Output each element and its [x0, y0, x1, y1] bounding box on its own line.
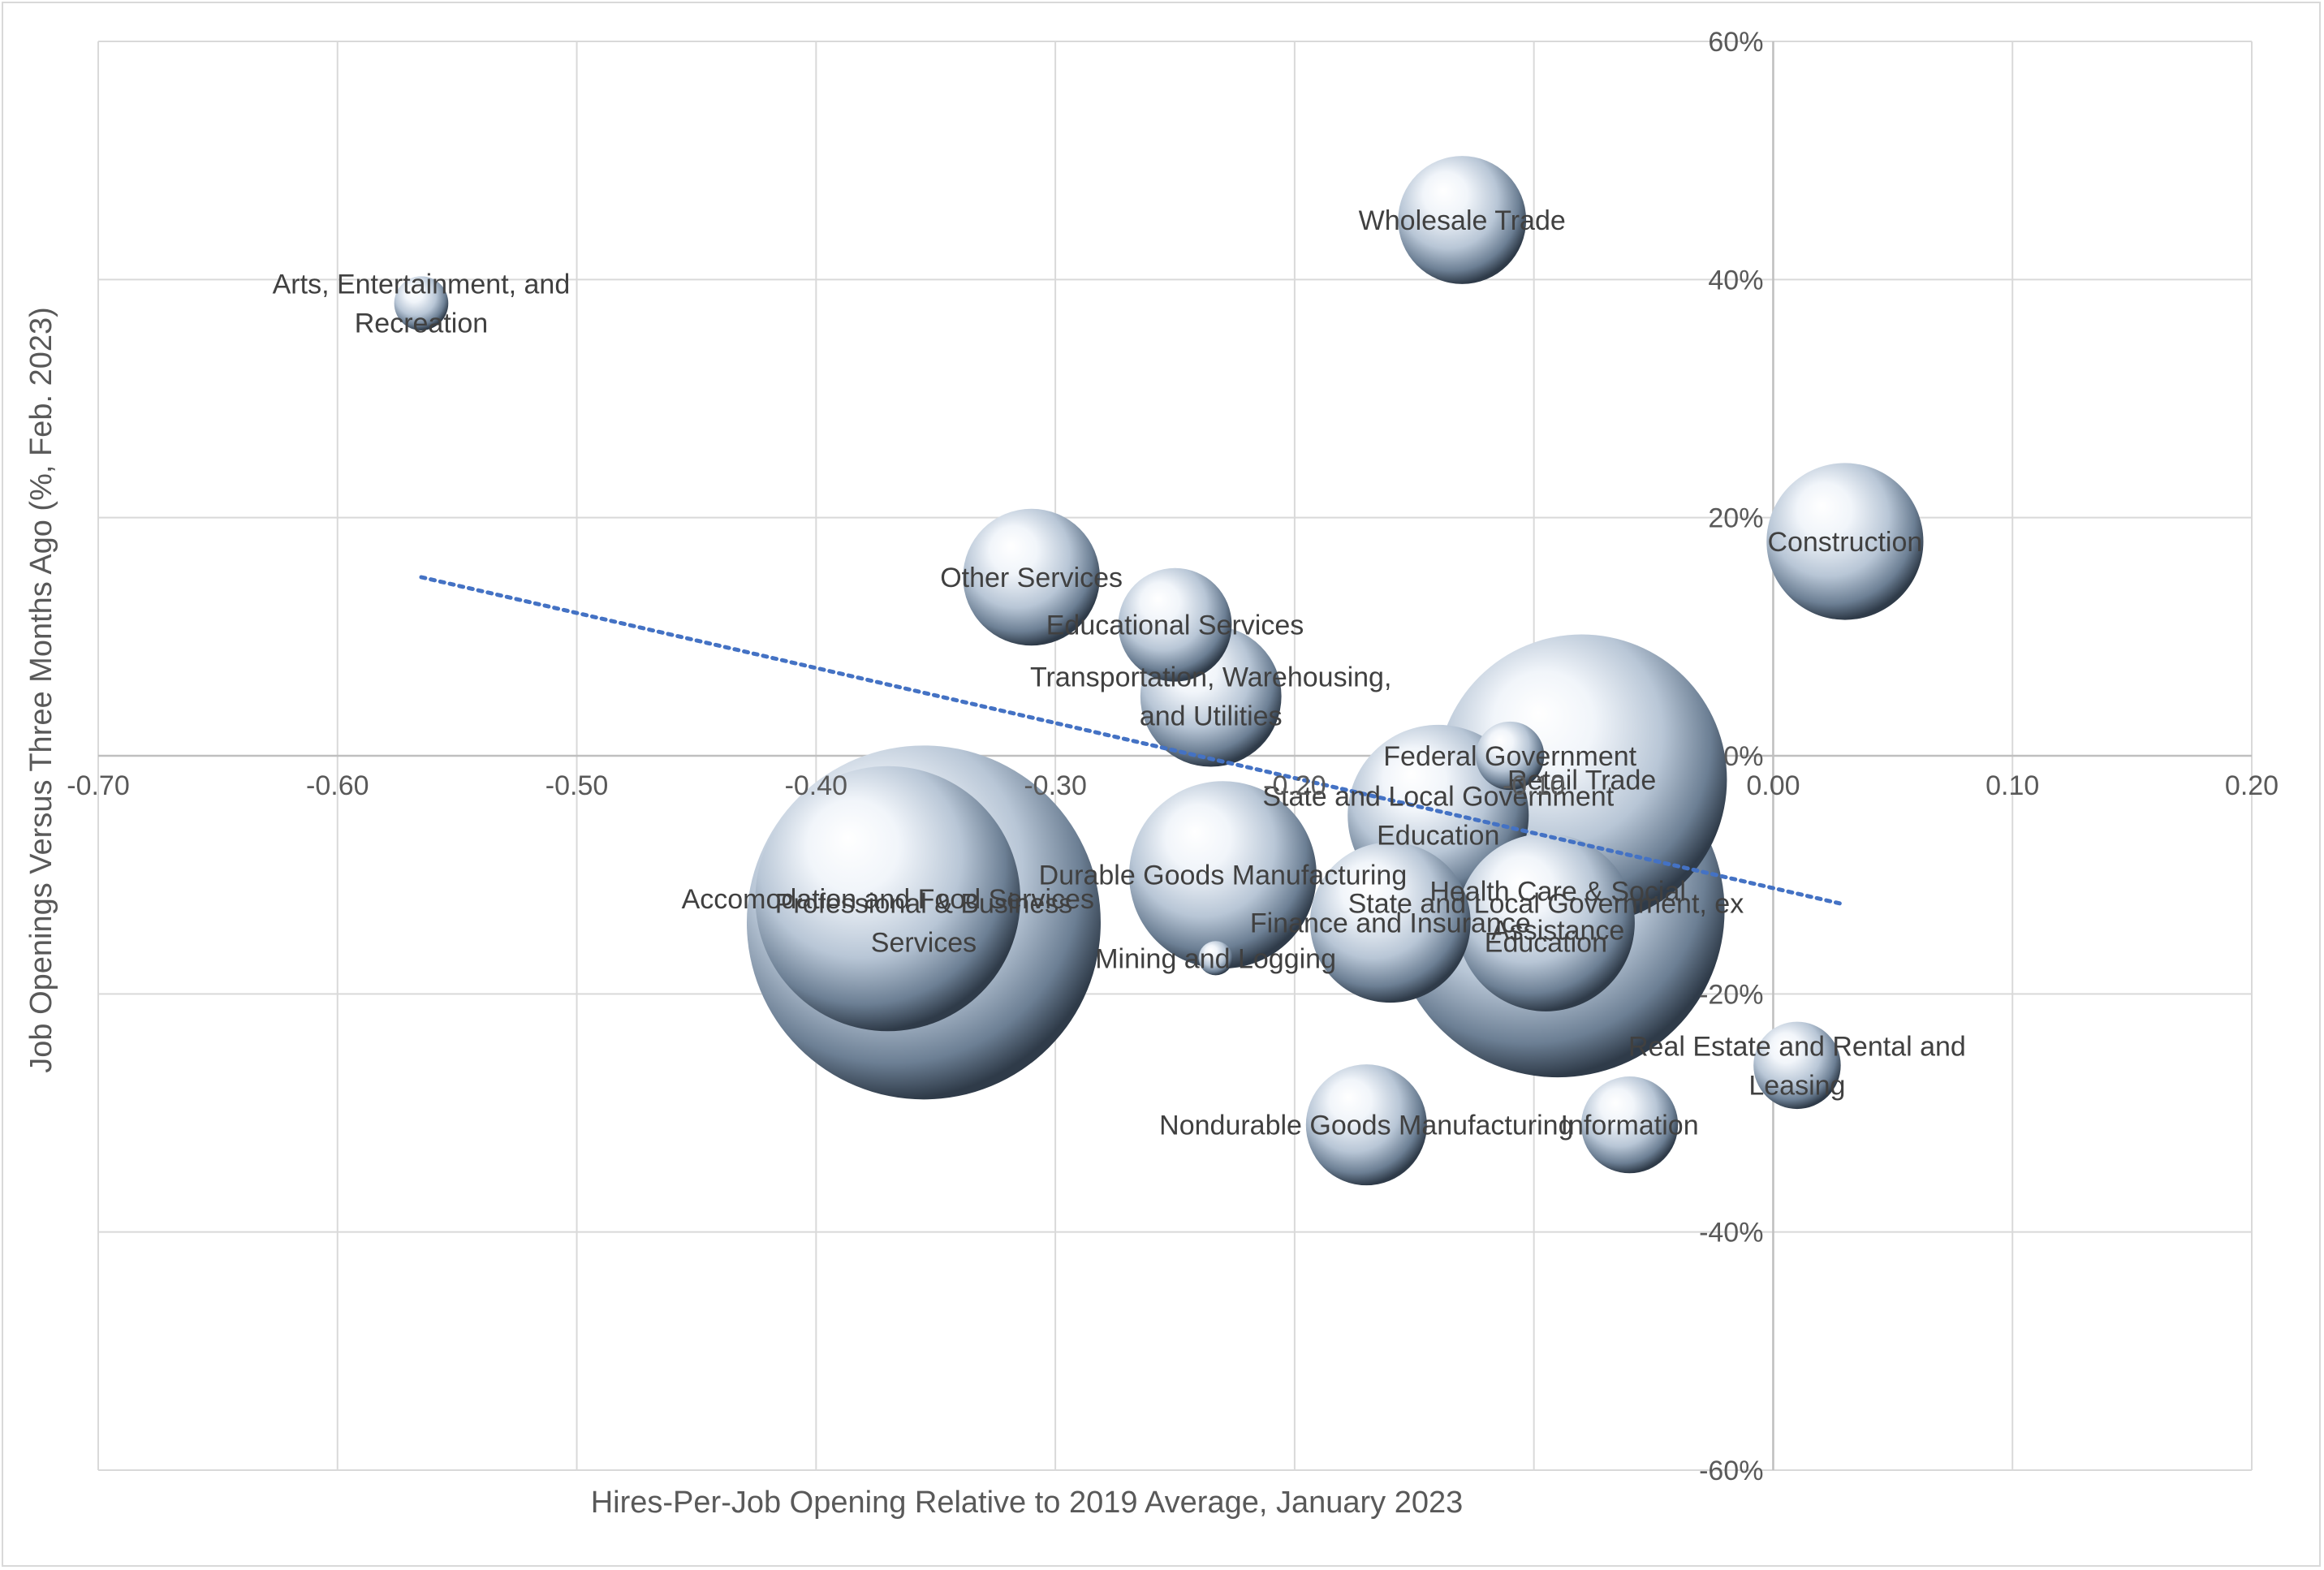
- bubble: [1456, 833, 1635, 1011]
- bubble: [1129, 781, 1317, 969]
- bubble-label: Transportation, Warehousing, and Utilitie…: [1030, 662, 1391, 732]
- bubble-label: Other Services: [940, 563, 1123, 593]
- y-tick-label: -60%: [1699, 1456, 1763, 1486]
- bubble: [1198, 941, 1233, 976]
- x-tick-label: -0.20: [1263, 770, 1326, 801]
- bubble-label: Professional & Business Services: [775, 888, 1073, 958]
- y-tick-label: -20%: [1699, 979, 1763, 1010]
- x-tick-label: -0.70: [67, 770, 130, 801]
- bubble-label: Federal Government: [1383, 741, 1636, 772]
- y-tick-label: 60%: [1708, 27, 1763, 58]
- y-tick-label: 20%: [1708, 503, 1763, 534]
- x-tick-label: -0.30: [1024, 770, 1087, 801]
- x-tick-label: -0.10: [1503, 770, 1566, 801]
- bubble-label: Mining and Logging: [1095, 943, 1336, 974]
- bubble: [755, 766, 1021, 1032]
- bubble-label: Finance and Insurance: [1250, 908, 1531, 938]
- bubble: [1309, 842, 1471, 1003]
- bubble: [1580, 1076, 1679, 1174]
- bubble: [1398, 156, 1527, 284]
- x-tick-label: -0.60: [306, 770, 369, 801]
- bubble-label: State and Local Government Education: [1262, 781, 1614, 851]
- y-tick-label: 40%: [1708, 265, 1763, 295]
- bubble: [1753, 1021, 1841, 1110]
- bubble-label: Construction: [1767, 527, 1922, 558]
- trendline-path: [419, 575, 1848, 907]
- y-axis-title: Job Openings Versus Three Months Ago (%,…: [24, 307, 58, 1073]
- bubbles: [394, 156, 1924, 1186]
- bubble: [1476, 721, 1545, 791]
- bubble: [394, 276, 449, 330]
- bubble-label: Information: [1561, 1111, 1699, 1141]
- x-tick-label: 0.00: [1746, 770, 1800, 801]
- bubble-label: Durable Goods Manufacturing: [1039, 860, 1408, 891]
- bubble-label: Nondurable Goods Manufacturing: [1159, 1111, 1573, 1141]
- x-tick-label: -0.50: [545, 770, 609, 801]
- bubble-label: Real Estate and Rental and Leasing: [1628, 1031, 1966, 1101]
- y-tick-label: 0%: [1723, 741, 1763, 772]
- x-tick-label: 0.10: [1986, 770, 2039, 801]
- bubble-label: Educational Services: [1046, 610, 1304, 641]
- bubble: [1305, 1064, 1427, 1186]
- trendline: [419, 575, 1848, 907]
- tick-labels: -0.70 -0.60 -0.50 -0.40 -0.30 -0.20 -0.10 0.00 0…: [67, 27, 2279, 1486]
- bubble-label: Health Care & Social Assistance: [1429, 877, 1686, 947]
- bubble-label: Arts, Entertainment, and Recreation: [273, 270, 571, 339]
- bubble-label: State and Local Government, ex Education: [1348, 888, 1744, 958]
- bubble-label: Wholesale Trade: [1359, 205, 1566, 236]
- y-tick-label: -40%: [1699, 1218, 1763, 1249]
- bubble-labels: Arts, Entertainment, and Recreation Wholes…: [273, 205, 1966, 1141]
- bubble: [1118, 567, 1232, 682]
- bubble: [1766, 463, 1924, 620]
- bubble-label: Accomodation and Food Services: [682, 884, 1094, 915]
- x-tick-label: 0.20: [2225, 770, 2279, 801]
- bubble-label: Retail Trade: [1507, 765, 1656, 796]
- x-axis-title: Hires-Per-Job Opening Relative to 2019 A…: [591, 1486, 1464, 1520]
- bubble: [963, 508, 1100, 646]
- x-tick-label: -0.40: [785, 770, 848, 801]
